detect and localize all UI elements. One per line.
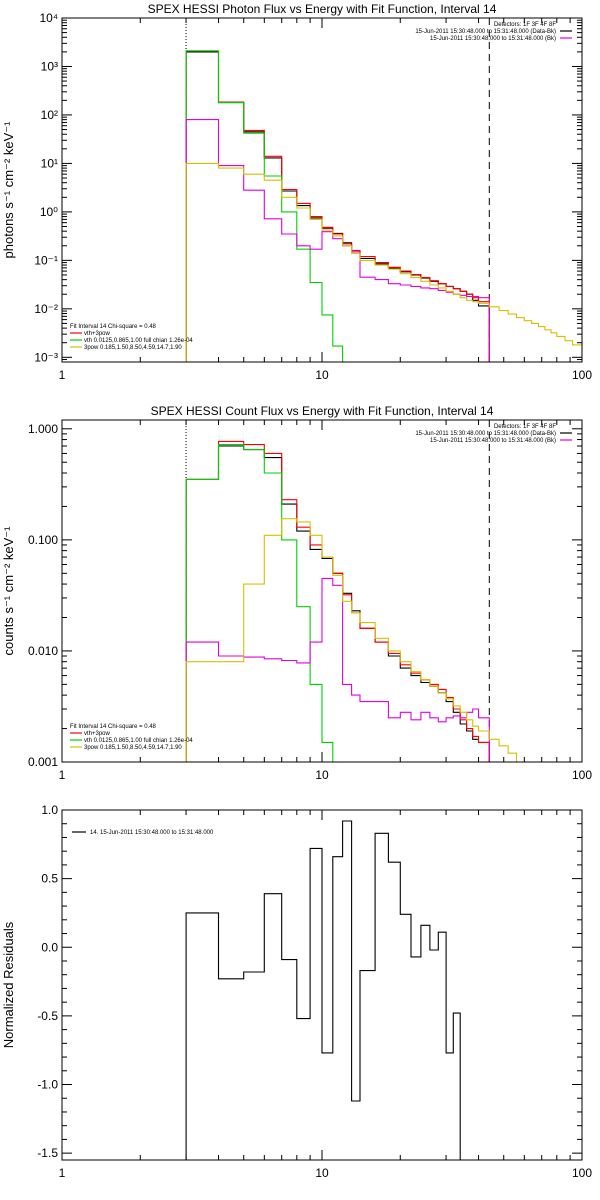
plot-frame bbox=[61, 17, 583, 363]
y-tick-label: 1.000 bbox=[28, 422, 58, 436]
panel-1 bbox=[61, 17, 583, 363]
legend-bottom-left-entry: 3pow 0.185,1.50,8.50,4.59,14.7,1.90 bbox=[84, 745, 182, 751]
panel-2-y-axis-label: counts s⁻¹ cm⁻² keV⁻¹ bbox=[1, 526, 16, 656]
x-tick-label: 1 bbox=[59, 368, 66, 382]
series-3pow-line bbox=[185, 518, 525, 762]
legend-bottom-left-entry: Fit Interval 14 Chi-square = 0.48 bbox=[70, 724, 157, 730]
series-vth-3pow-line bbox=[185, 440, 490, 762]
legend-top-right-entry: 15-Jun-2011 15:30:48.000 to 15:31:48.000… bbox=[415, 431, 556, 437]
y-tick-label: 10⁴ bbox=[39, 11, 58, 25]
y-tick-label: 0.100 bbox=[28, 533, 58, 547]
plot-frame bbox=[61, 419, 583, 763]
legend-top-right-entry: 15-Jun-2011 15:30:48.000 to 15:31:48.000… bbox=[430, 438, 556, 444]
series-vth-3pow-line bbox=[185, 50, 490, 362]
legend-bottom-left-entry: vth 0.0125,0.865,1.00 full chian 1.26e-0… bbox=[84, 738, 193, 744]
y-tick-label: -0.5 bbox=[37, 1009, 58, 1023]
panel-2 bbox=[61, 419, 583, 763]
series-bk-line bbox=[185, 577, 490, 762]
series-vth-line bbox=[185, 50, 344, 362]
panel-3 bbox=[61, 809, 583, 1161]
x-tick-label: 1 bbox=[59, 768, 66, 782]
legend-bottom-left-entry: vth 0.0125,0.865,1.00 full chian 1.26e-0… bbox=[84, 338, 193, 344]
series-3pow-line bbox=[185, 162, 582, 362]
legend-top-right-entry: Detectors: 1F 3F 4F 8F bbox=[494, 22, 556, 28]
series-vth-line bbox=[185, 444, 334, 762]
y-tick-label: -1.0 bbox=[37, 1078, 58, 1092]
legend-top-right-entry: 15-Jun-2011 15:30:48.000 to 15:31:48.000… bbox=[415, 29, 556, 35]
residuals-legend-entry: 14. 15-Jun-2011 15:30:48.000 to 15:31:48… bbox=[90, 830, 214, 836]
series-bk-line bbox=[185, 119, 490, 362]
x-tick-label: 10 bbox=[315, 368, 329, 382]
y-tick-label: 10⁰ bbox=[40, 205, 58, 219]
x-tick-label: 100 bbox=[572, 368, 592, 382]
y-tick-label: 10² bbox=[41, 108, 58, 122]
legend-bottom-left-entry: 3pow 0.185,1.50,8.50,4.59,14.7,1.90 bbox=[84, 345, 182, 351]
legend-bottom-left-entry: vth+3pow bbox=[84, 331, 111, 337]
plot-frame bbox=[61, 809, 583, 1161]
legend-bottom-left-entry: Fit Interval 14 Chi-square = 0.48 bbox=[70, 324, 157, 330]
y-tick-label: 10⁻² bbox=[34, 302, 58, 316]
y-tick-label: 10⁻¹ bbox=[34, 253, 58, 267]
x-tick-label: 10 bbox=[315, 768, 329, 782]
series-data-bk-line bbox=[185, 51, 490, 362]
y-tick-label: -1.5 bbox=[37, 1146, 58, 1160]
y-tick-label: 0.5 bbox=[41, 872, 58, 886]
series-residuals-line bbox=[185, 820, 461, 1160]
panel-3-y-axis-label: Normalized Residuals bbox=[1, 921, 16, 1048]
legend-top-right-entry: 15-Jun-2011 15:30:48.000 to 15:31:48.000… bbox=[430, 36, 556, 42]
series-data-bk-line bbox=[185, 445, 490, 762]
panel-1-y-axis-label: photons s⁻¹ cm⁻² keV⁻¹ bbox=[1, 121, 16, 259]
legend-top-right-entry: Detectors: 1F 3F 4F 8F bbox=[494, 424, 556, 430]
y-tick-label: 1.0 bbox=[41, 803, 58, 817]
panel-1-title: SPEX HESSI Photon Flux vs Energy with Fi… bbox=[148, 2, 497, 16]
legend-bottom-left-entry: vth+3pow bbox=[84, 731, 111, 737]
y-tick-label: 0.001 bbox=[28, 755, 58, 769]
x-tick-label: 1 bbox=[59, 1166, 66, 1180]
panel-2-title: SPEX HESSI Count Flux vs Energy with Fit… bbox=[151, 404, 494, 418]
y-tick-label: 0.0 bbox=[41, 940, 58, 954]
y-tick-label: 10⁻³ bbox=[34, 350, 58, 364]
x-tick-label: 100 bbox=[572, 768, 592, 782]
x-tick-label: 10 bbox=[315, 1166, 329, 1180]
y-tick-label: 0.010 bbox=[28, 644, 58, 658]
x-tick-label: 100 bbox=[572, 1166, 592, 1180]
y-tick-label: 10³ bbox=[41, 59, 58, 73]
y-tick-label: 10¹ bbox=[41, 156, 58, 170]
